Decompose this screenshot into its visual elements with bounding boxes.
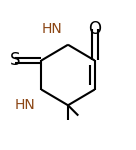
Text: S: S	[10, 51, 20, 69]
Text: HN: HN	[15, 98, 35, 112]
Text: HN: HN	[41, 22, 62, 36]
Text: O: O	[88, 20, 101, 38]
